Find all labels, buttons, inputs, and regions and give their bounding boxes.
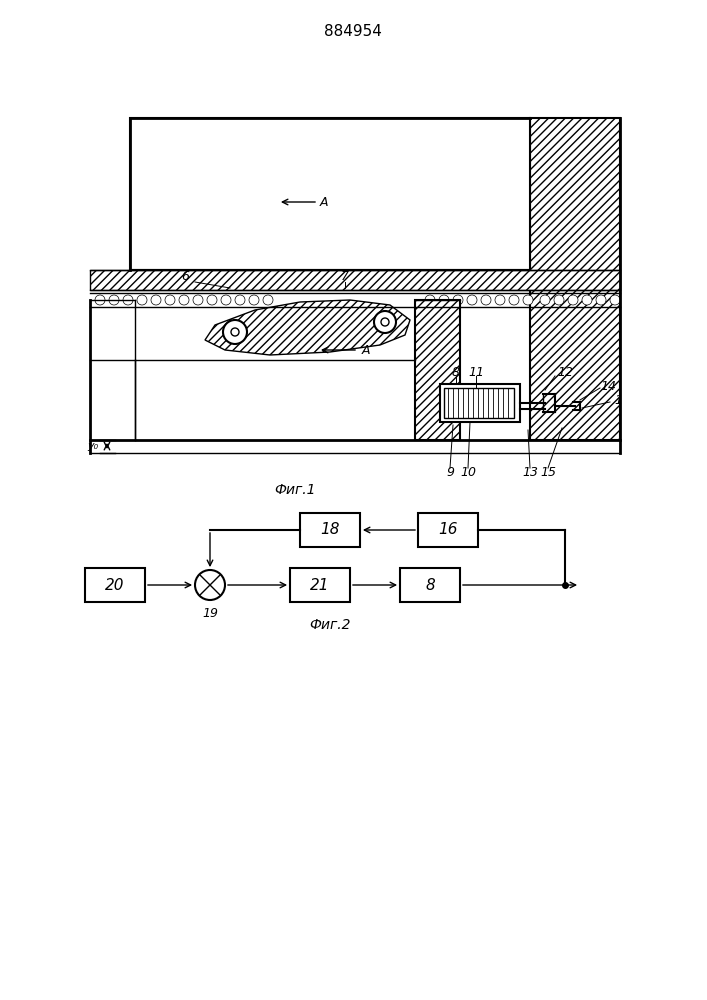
Circle shape <box>439 295 449 305</box>
Text: 14: 14 <box>600 379 616 392</box>
Circle shape <box>195 570 225 600</box>
Circle shape <box>481 295 491 305</box>
Bar <box>440 384 520 422</box>
Circle shape <box>596 295 606 305</box>
Text: 884954: 884954 <box>324 24 382 39</box>
Text: 12: 12 <box>557 365 573 378</box>
Text: 21: 21 <box>310 578 329 592</box>
Circle shape <box>231 328 239 336</box>
Text: 11: 11 <box>468 365 484 378</box>
Circle shape <box>235 295 245 305</box>
Circle shape <box>263 295 273 305</box>
Bar <box>290 568 350 602</box>
Bar <box>130 118 530 270</box>
Polygon shape <box>205 300 410 355</box>
Text: 9: 9 <box>446 466 454 480</box>
Text: 20: 20 <box>105 578 124 592</box>
Text: 16: 16 <box>438 522 457 538</box>
Circle shape <box>193 295 203 305</box>
Text: 8: 8 <box>425 578 435 592</box>
Circle shape <box>568 295 578 305</box>
Circle shape <box>467 295 477 305</box>
Text: 10: 10 <box>460 466 476 480</box>
Bar <box>300 513 360 547</box>
Text: 13: 13 <box>522 466 538 480</box>
Circle shape <box>453 295 463 305</box>
Circle shape <box>207 295 217 305</box>
Circle shape <box>425 295 435 305</box>
Bar <box>85 568 145 602</box>
Circle shape <box>554 295 564 305</box>
Bar <box>415 300 460 440</box>
Text: 18: 18 <box>320 522 340 538</box>
Text: 19: 19 <box>202 607 218 620</box>
Circle shape <box>381 318 389 326</box>
Circle shape <box>374 311 396 333</box>
Text: 8: 8 <box>452 365 460 378</box>
Circle shape <box>523 295 533 305</box>
Circle shape <box>221 295 231 305</box>
Bar <box>90 270 620 290</box>
Circle shape <box>123 295 133 305</box>
Circle shape <box>223 320 247 344</box>
Circle shape <box>509 295 519 305</box>
Text: Фиг.2: Фиг.2 <box>309 618 351 632</box>
Circle shape <box>582 295 592 305</box>
Circle shape <box>95 295 105 305</box>
Bar <box>400 568 460 602</box>
Circle shape <box>540 295 550 305</box>
Text: 1: 1 <box>614 393 622 406</box>
Circle shape <box>151 295 161 305</box>
Text: А: А <box>362 344 370 357</box>
Circle shape <box>249 295 259 305</box>
Bar <box>444 388 514 418</box>
Circle shape <box>610 295 620 305</box>
Bar <box>418 513 478 547</box>
Circle shape <box>495 295 505 305</box>
Circle shape <box>165 295 175 305</box>
Text: А: А <box>320 196 329 209</box>
Circle shape <box>179 295 189 305</box>
Bar <box>530 118 620 440</box>
Text: Фиг.1: Фиг.1 <box>274 483 316 497</box>
Circle shape <box>109 295 119 305</box>
Text: 6: 6 <box>181 270 189 284</box>
Text: y₀: y₀ <box>87 441 98 451</box>
Circle shape <box>137 295 147 305</box>
Text: 7: 7 <box>341 270 349 284</box>
Text: 15: 15 <box>540 466 556 480</box>
